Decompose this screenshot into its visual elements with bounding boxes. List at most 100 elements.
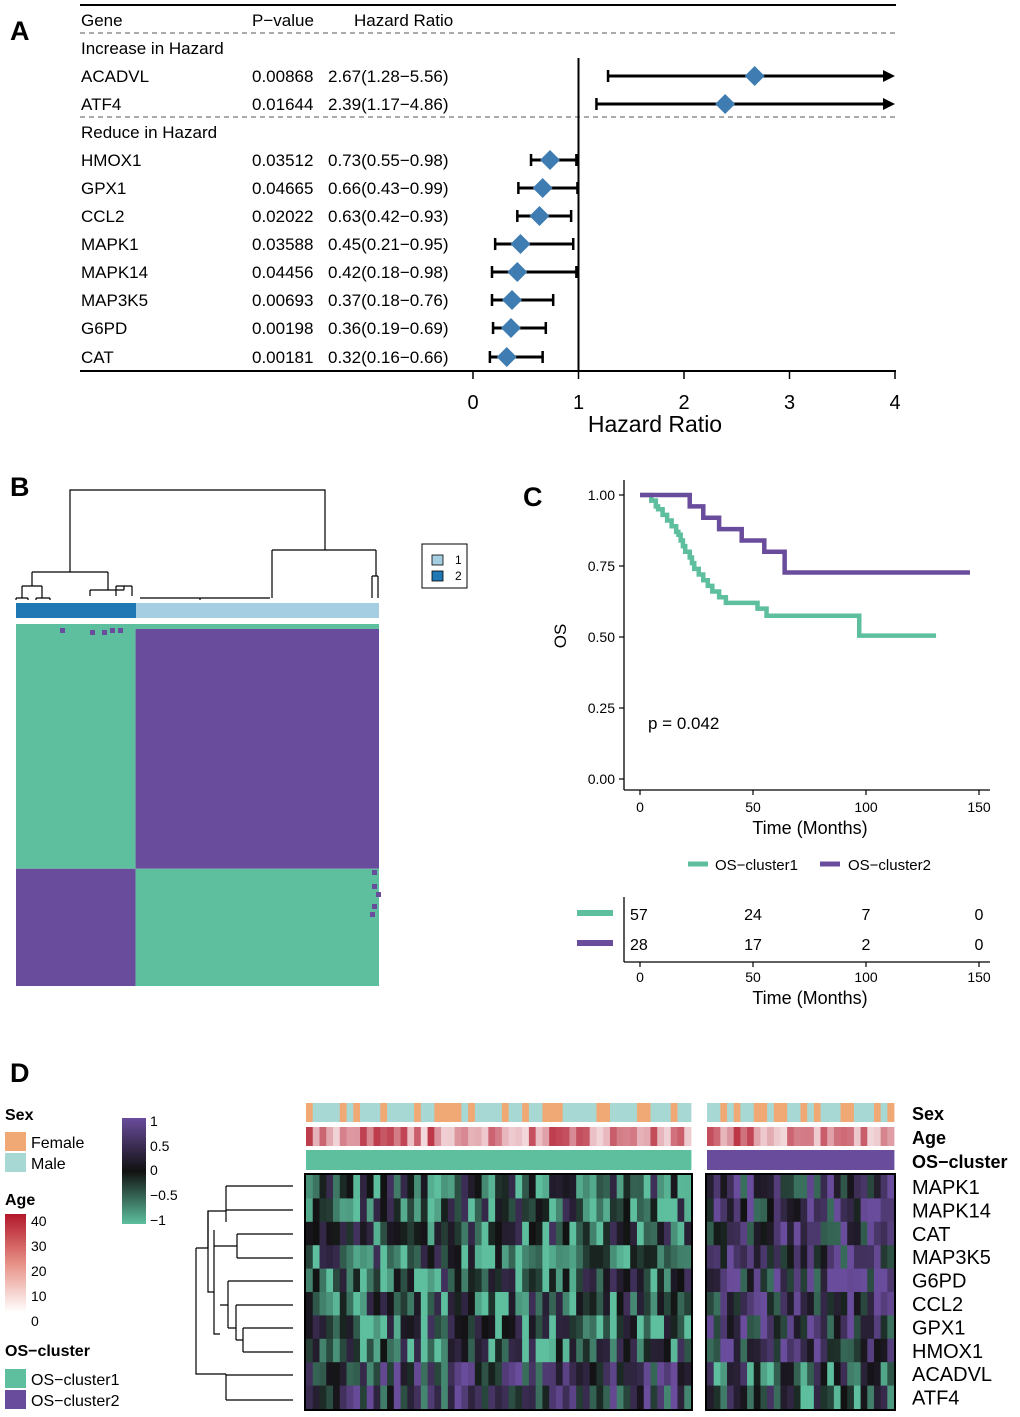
expression-cell — [319, 1385, 327, 1410]
expression-cell — [380, 1268, 388, 1293]
km-x-ticks: 0 50 100 150 — [636, 790, 991, 815]
expression-cell — [663, 1315, 672, 1340]
expression-cell — [319, 1175, 327, 1199]
risk-count: 17 — [744, 937, 762, 954]
expression-cell — [623, 1175, 631, 1199]
expression-cell — [793, 1292, 801, 1316]
expression-cell — [387, 1315, 395, 1340]
expression-cell — [873, 1175, 882, 1199]
expression-cell — [787, 1221, 795, 1246]
expression-cell — [447, 1175, 455, 1199]
age-annotation-cell — [434, 1127, 442, 1146]
expression-cell — [346, 1292, 354, 1316]
age-annotation-cell — [306, 1127, 314, 1146]
expression-cell — [447, 1385, 455, 1410]
age-annotation-cell — [393, 1127, 401, 1146]
expression-cell — [346, 1362, 354, 1386]
expression-cell — [820, 1362, 828, 1386]
expression-cell — [793, 1315, 801, 1340]
expression-cell — [873, 1245, 882, 1269]
expression-cell — [366, 1245, 374, 1269]
expression-cell — [684, 1315, 692, 1340]
expression-cell — [636, 1245, 645, 1269]
age-annotation-cell — [366, 1127, 374, 1146]
expression-cell — [441, 1292, 449, 1316]
expression-cell — [860, 1292, 868, 1316]
expression-cell — [319, 1338, 327, 1363]
expression-cell — [522, 1268, 530, 1293]
sex-annotation-cell — [840, 1103, 848, 1122]
expression-cell — [468, 1221, 476, 1246]
pvalue-cell: 0.04665 — [252, 179, 313, 198]
expression-cell — [501, 1198, 510, 1223]
expression-cell — [767, 1268, 775, 1293]
expression-cell — [807, 1338, 815, 1363]
expression-cell — [800, 1292, 808, 1316]
expression-cell — [677, 1292, 685, 1316]
expression-cell — [488, 1175, 496, 1199]
expression-cell — [800, 1385, 808, 1410]
expression-cell — [853, 1221, 862, 1246]
risk-x-ticks: 0 50 100 150 — [636, 962, 991, 985]
sex-annotation-cell — [616, 1103, 624, 1122]
expression-cell — [636, 1198, 645, 1223]
expression-cell — [535, 1315, 543, 1340]
expression-cell — [420, 1385, 428, 1410]
expression-cell — [387, 1245, 395, 1269]
hazard-ratio-diamond — [500, 318, 521, 338]
cluster-annotation-cell — [468, 1150, 476, 1170]
expression-cell — [569, 1338, 577, 1363]
expression-cell — [589, 1175, 597, 1199]
cluster-annotation-cell — [333, 1150, 341, 1170]
hazard-ratio-cell: 0.32(0.16−0.66) — [328, 348, 449, 367]
expression-cell — [747, 1292, 755, 1316]
expression-cell — [522, 1198, 530, 1223]
expression-cell — [740, 1315, 748, 1340]
sex-annotation-cell — [747, 1103, 755, 1122]
age-annotation-cell — [420, 1127, 428, 1146]
expression-cell — [713, 1292, 721, 1316]
expression-cell — [827, 1221, 835, 1246]
expression-cell — [833, 1315, 841, 1340]
expression-cell — [373, 1221, 381, 1246]
expression-cell — [353, 1385, 361, 1410]
expression-cell — [501, 1221, 510, 1246]
expression-cell — [853, 1338, 862, 1363]
expression-cell — [753, 1385, 761, 1410]
sex-annotation-cell — [522, 1103, 530, 1122]
expression-cell — [326, 1292, 334, 1316]
sex-annotation-cell — [461, 1103, 469, 1122]
expression-cell — [441, 1268, 449, 1293]
cluster-annotation-cell — [720, 1150, 728, 1170]
expression-cell — [420, 1292, 428, 1316]
expression-cell — [887, 1338, 895, 1363]
expression-cell — [616, 1385, 624, 1410]
cluster-annotation-cell — [760, 1150, 768, 1170]
expression-cell — [312, 1362, 320, 1386]
expression-cell — [650, 1292, 658, 1316]
annotation-rows — [306, 1103, 895, 1170]
expression-cell — [867, 1315, 875, 1340]
expression-cell — [807, 1385, 815, 1410]
expression-cell — [542, 1175, 550, 1199]
cluster-annotation-cell — [873, 1150, 882, 1170]
expression-heatmap-panel: D Sex Female Male Age 40 30 20 10 0 OS−c… — [5, 1058, 1008, 1411]
expression-cell — [454, 1385, 462, 1410]
age-annotation-cell — [454, 1127, 462, 1146]
expression-cell — [833, 1362, 841, 1386]
expression-cell — [807, 1315, 815, 1340]
expression-cell — [380, 1221, 388, 1246]
expression-cell — [353, 1245, 361, 1269]
expression-cell — [603, 1292, 611, 1316]
expression-cell — [773, 1385, 781, 1410]
expression-cell — [760, 1198, 768, 1223]
expression-cell — [727, 1245, 735, 1269]
expression-cell — [650, 1385, 658, 1410]
expression-cell — [434, 1245, 442, 1269]
expression-cell — [312, 1175, 320, 1199]
cluster-annotation-cell — [562, 1150, 570, 1170]
sex-annotation-cell — [569, 1103, 577, 1122]
expression-cell — [441, 1338, 449, 1363]
expression-cell — [867, 1175, 875, 1199]
km-y-tick-label: 0.75 — [588, 558, 615, 574]
